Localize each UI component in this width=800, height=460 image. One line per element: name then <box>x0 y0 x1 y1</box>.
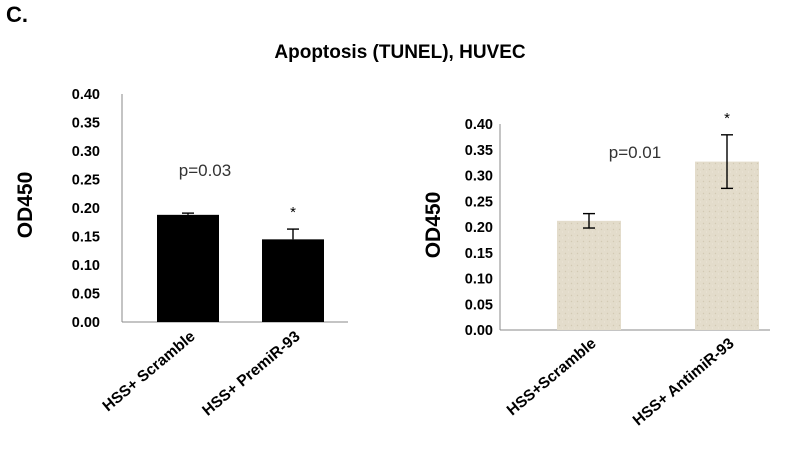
y-tick-label: 0.40 <box>72 87 100 103</box>
bar <box>557 220 621 330</box>
y-tick-label: 0.40 <box>465 117 493 133</box>
x-category-label: HSS+Scramble <box>504 335 600 419</box>
y-tick-label: 0.25 <box>72 173 100 189</box>
p-value-annotation: p=0.03 <box>179 161 231 180</box>
y-tick-label: 0.30 <box>72 144 100 160</box>
y-tick-label: 0.30 <box>465 169 493 185</box>
y-tick-label: 0.15 <box>72 230 100 246</box>
panel-label: C. <box>6 2 28 27</box>
y-axis-label: OD450 <box>14 172 37 239</box>
x-category-label: HSS+ AntimiR-93 <box>630 335 738 430</box>
bar <box>157 214 219 322</box>
y-tick-label: 0.35 <box>72 116 100 132</box>
significance-marker: * <box>724 110 730 127</box>
y-tick-label: 0.00 <box>72 315 100 331</box>
chart-1: 0.00 0.05 0.10 0.15 0.20 0.25 0.30 0.35 0.40 OD45… <box>14 87 348 419</box>
y-tick-label: 0.05 <box>72 287 100 303</box>
chart-2: 0.00 0.05 0.10 0.15 0.20 0.25 0.30 0.35 0.40 OD45… <box>422 110 770 430</box>
significance-marker: * <box>290 204 296 221</box>
y-tick-label: 0.25 <box>465 194 493 210</box>
bar <box>262 239 324 322</box>
y-tick-label: 0.05 <box>465 297 493 313</box>
x-category-label: HSS+ PremiR-93 <box>199 328 304 420</box>
y-axis-label: OD450 <box>422 192 445 259</box>
y-tick-label: 0.15 <box>465 246 493 262</box>
bar <box>695 161 759 330</box>
figure-title: Apoptosis (TUNEL), HUVEC <box>274 42 526 63</box>
x-category-label: HSS+ Scramble <box>100 328 199 415</box>
y-tick-label: 0.20 <box>72 201 100 217</box>
p-value-annotation: p=0.01 <box>609 143 661 162</box>
y-tick-label: 0.10 <box>465 272 493 288</box>
y-tick-label: 0.00 <box>465 323 493 339</box>
y-tick-label: 0.35 <box>465 143 493 159</box>
y-tick-label: 0.10 <box>72 258 100 274</box>
y-tick-label: 0.20 <box>465 220 493 236</box>
